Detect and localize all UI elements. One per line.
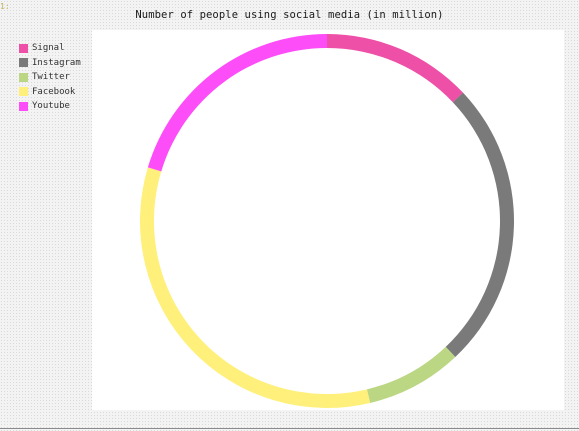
donut-slice-signal[interactable] [327, 34, 464, 103]
legend-item-signal[interactable]: Signal [19, 41, 81, 56]
legend-item-twitter[interactable]: Twitter [19, 70, 81, 85]
donut-slice-facebook[interactable] [139, 167, 371, 408]
legend-item-youtube[interactable]: Youtube [19, 99, 81, 114]
chart-title: Number of people using social media (in … [135, 9, 444, 21]
legend-swatch [19, 58, 28, 68]
legend-label: Instagram [32, 57, 81, 68]
donut-slice-instagram[interactable] [445, 92, 514, 358]
legend-label: Youtube [32, 101, 70, 112]
legend-swatch [19, 87, 28, 97]
bottom-rule [0, 428, 579, 429]
legend-item-facebook[interactable]: Facebook [19, 85, 81, 100]
legend: Signal Instagram Twitter Facebook Youtub… [19, 41, 81, 114]
legend-label: Facebook [32, 86, 76, 97]
legend-label: Signal [32, 43, 65, 54]
donut-slices [139, 34, 514, 408]
plot-area [92, 30, 564, 410]
corner-mark: 1: [0, 2, 10, 11]
legend-swatch [19, 72, 28, 82]
legend-swatch [19, 101, 28, 111]
donut-slice-youtube[interactable] [147, 34, 327, 172]
legend-item-instagram[interactable]: Instagram [19, 56, 81, 71]
donut-slice-twitter[interactable] [366, 346, 456, 403]
legend-label: Twitter [32, 72, 70, 83]
legend-swatch [19, 43, 28, 53]
